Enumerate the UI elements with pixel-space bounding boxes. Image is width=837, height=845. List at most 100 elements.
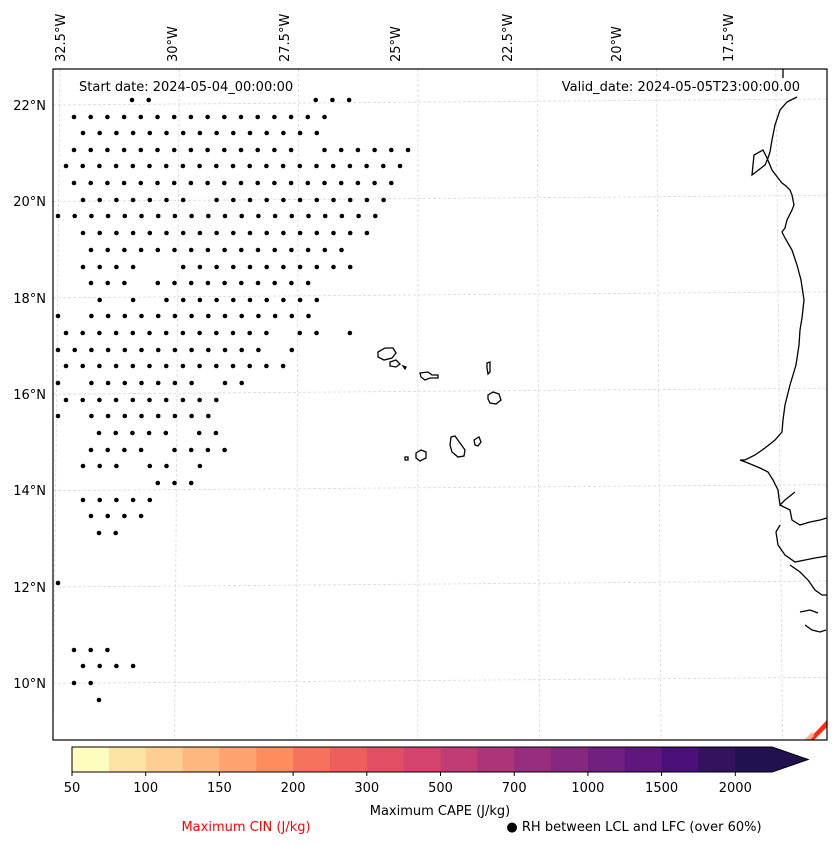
rh-dot xyxy=(147,497,153,503)
rh-dot xyxy=(364,230,370,236)
colorbar-segment xyxy=(182,747,220,772)
rh-dot xyxy=(297,130,303,136)
rh-dot xyxy=(205,114,210,120)
rh-dot xyxy=(163,363,169,369)
rh-dot xyxy=(314,197,320,203)
rh-dot xyxy=(130,363,136,369)
rh-dot xyxy=(138,247,144,253)
colorbar-segment xyxy=(587,747,626,772)
rh-dot xyxy=(222,213,228,219)
rh-dot xyxy=(105,147,110,153)
rh-dot xyxy=(222,114,227,120)
rh-dot xyxy=(130,163,136,169)
rh-dot xyxy=(189,347,194,353)
rh-dot xyxy=(180,363,186,369)
rh-dot xyxy=(272,114,277,120)
rh-dot xyxy=(96,530,102,536)
rh-dot xyxy=(146,430,152,436)
rh-dot xyxy=(164,463,169,469)
rh-dot xyxy=(105,380,111,386)
rh-dot xyxy=(222,147,227,153)
cin-contour xyxy=(804,720,827,740)
rh-dot xyxy=(138,147,144,153)
rh-dot xyxy=(80,197,86,203)
rh-dot xyxy=(272,247,278,253)
rh-dot xyxy=(214,264,219,270)
colorbar-tick-label: 200 xyxy=(281,781,306,796)
latitude-tick-label: 16°N xyxy=(13,388,46,403)
rh-dot xyxy=(180,130,186,136)
meridian-line xyxy=(536,69,540,740)
rh-dot xyxy=(155,114,160,120)
rh-dot xyxy=(339,247,344,253)
colorbar-tick-label: 50 xyxy=(64,781,81,796)
rh-dot xyxy=(147,330,152,336)
rh-dot xyxy=(147,163,152,169)
parallel-line xyxy=(53,484,827,491)
rh-dot xyxy=(197,264,203,270)
rh-dot xyxy=(80,130,86,136)
rh-dot xyxy=(164,230,169,236)
rh-dot xyxy=(239,347,244,353)
rh-dot xyxy=(114,230,119,236)
rh-dot xyxy=(55,380,61,386)
rh-dot xyxy=(189,380,194,386)
colorbar-tick-label: 700 xyxy=(502,781,527,796)
rh-dot xyxy=(264,163,269,169)
rh-dot xyxy=(55,580,61,586)
rh-dot xyxy=(255,280,261,286)
longitude-tick-label: 27.5°W xyxy=(278,14,293,62)
rh-dot xyxy=(139,213,144,219)
colorbar-tick-label: 150 xyxy=(207,781,232,796)
rh-dot xyxy=(88,147,93,153)
rh-dot xyxy=(80,330,85,336)
rh-dot xyxy=(213,430,219,436)
colorbar-segment xyxy=(477,747,515,772)
rh-dot xyxy=(188,447,194,453)
rh-dot xyxy=(130,130,136,136)
rh-dot xyxy=(80,663,86,669)
rh-dot xyxy=(222,180,227,186)
rh-dot xyxy=(330,97,335,103)
rh-dot xyxy=(121,147,127,153)
rh-dot xyxy=(289,313,295,319)
rh-dot xyxy=(331,264,336,270)
colorbar-segment xyxy=(108,747,147,772)
rh-dot xyxy=(346,97,352,103)
rh-dot xyxy=(355,147,361,153)
rh-dot xyxy=(71,680,77,686)
rh-dot xyxy=(347,230,353,236)
rh-dot xyxy=(364,197,370,203)
rh-dot xyxy=(97,330,102,336)
colorbar-segment xyxy=(440,747,478,772)
island-sao-nicolau xyxy=(419,371,439,381)
rh-dot xyxy=(89,213,94,219)
rh-dot xyxy=(364,163,369,169)
longitude-tick-label: 32.5°W xyxy=(54,14,69,62)
rh-dot xyxy=(222,247,227,253)
rh-dot xyxy=(121,114,127,120)
rh-dot xyxy=(71,147,77,153)
rh-dot xyxy=(330,163,336,169)
rh-dot xyxy=(88,247,94,253)
latitude-tick-label: 22°N xyxy=(13,99,46,114)
rh-dot xyxy=(205,180,210,186)
rh-dot xyxy=(297,297,303,303)
rh-dot xyxy=(105,447,110,453)
rh-dot xyxy=(197,330,202,336)
rh-dot xyxy=(88,180,93,186)
rh-dot xyxy=(264,297,270,303)
rh-dot xyxy=(172,213,178,219)
rh-dot xyxy=(314,297,320,303)
rh-dot xyxy=(230,330,236,336)
rh-dot xyxy=(281,130,286,136)
rh-dot xyxy=(80,463,86,469)
rh-dot xyxy=(206,413,211,419)
rh-dot xyxy=(147,463,153,469)
colorbar-segment xyxy=(624,747,663,772)
rh-dot xyxy=(89,313,94,319)
meridian-line xyxy=(656,69,662,740)
rh-dot xyxy=(281,230,286,236)
rh-dot xyxy=(314,264,320,270)
